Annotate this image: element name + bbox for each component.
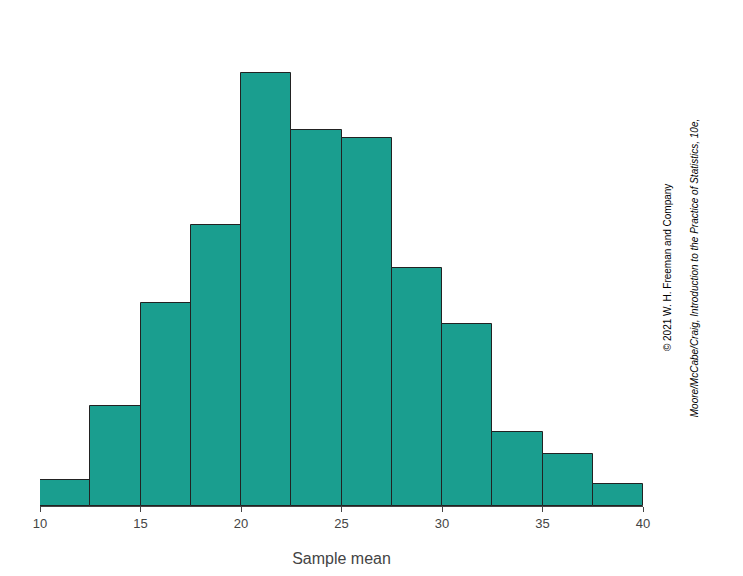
svg-text:10: 10 — [33, 516, 47, 531]
svg-text:© 2021 W. H. Freeman and Compa: © 2021 W. H. Freeman and Company — [662, 184, 673, 351]
svg-text:35: 35 — [535, 516, 549, 531]
svg-text:40: 40 — [636, 516, 650, 531]
svg-text:Sample mean: Sample mean — [292, 550, 391, 567]
svg-text:15: 15 — [133, 516, 147, 531]
svg-text:20: 20 — [234, 516, 248, 531]
svg-text:30: 30 — [435, 516, 449, 531]
svg-text:Moore/McCabe/Craig, Introducti: Moore/McCabe/Craig, Introduction to the … — [689, 119, 700, 417]
svg-text:25: 25 — [334, 516, 348, 531]
